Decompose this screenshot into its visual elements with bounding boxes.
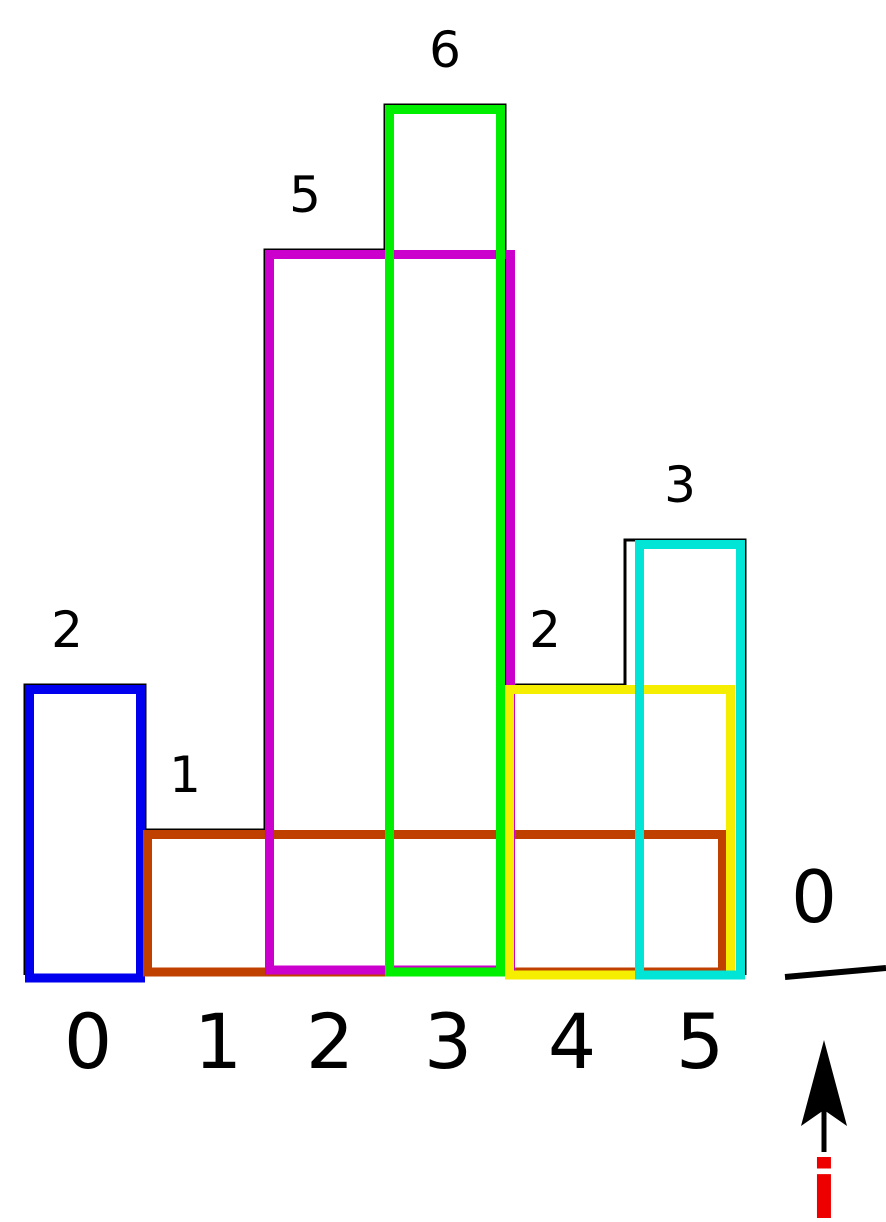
height-label: 3 (664, 456, 696, 514)
index-label: 1 (194, 997, 242, 1086)
index-label: 2 (306, 997, 354, 1086)
pointer: i (801, 1040, 847, 1222)
rectangle-overlays (25, 105, 745, 983)
height-label: 2 (529, 601, 561, 659)
sentinel-height-label: 0 (791, 855, 837, 939)
pointer-label: i (810, 1144, 837, 1222)
sentinel-baseline (784, 965, 886, 980)
rect-cyan (635, 540, 745, 980)
index-label: 3 (424, 997, 472, 1086)
pointer-arrow-head (801, 1040, 847, 1126)
rect-blue (25, 685, 145, 983)
index-label: 5 (676, 997, 724, 1086)
rect-yellow (505, 685, 735, 980)
index-label: 4 (548, 997, 596, 1086)
height-label: 6 (429, 21, 461, 79)
index-label: 0 (64, 997, 112, 1086)
height-label: 2 (51, 601, 83, 659)
height-label: 1 (169, 746, 201, 804)
rect-green (385, 105, 505, 977)
baseline (784, 965, 886, 980)
height-labels: 2 1 5 6 2 3 0 (51, 21, 837, 939)
height-label: 5 (289, 166, 321, 224)
